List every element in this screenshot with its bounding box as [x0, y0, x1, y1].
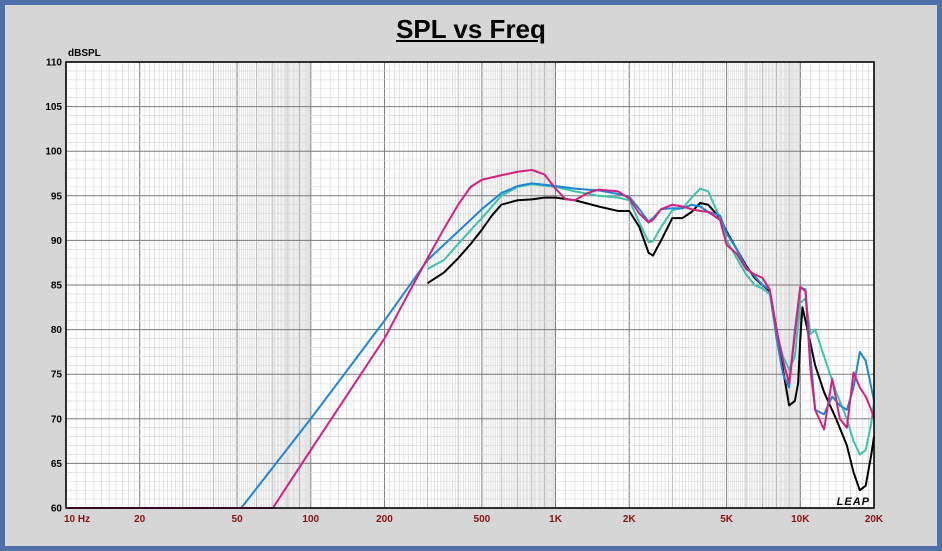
- x-tick-labels: 10 Hz 20 50 100 200 500 1K 2K 5K 10K 20K: [64, 514, 884, 525]
- y-tick-label: 95: [51, 191, 63, 202]
- x-tick-label: 20: [134, 514, 146, 525]
- y-tick-label: 85: [51, 281, 63, 292]
- x-tick-label: 10 Hz: [64, 514, 90, 525]
- y-tick-label: 70: [51, 414, 63, 425]
- y-tick-label: 60: [51, 504, 63, 515]
- x-tick-label: 1K: [549, 514, 563, 525]
- y-tick-label: 100: [45, 147, 62, 158]
- x-tick-label: 5K: [720, 514, 734, 525]
- y-tick-label: 80: [51, 325, 63, 336]
- chart-title: SPL vs Freq: [396, 14, 546, 44]
- y-tick-label: 110: [46, 58, 63, 69]
- plot-border: [65, 61, 875, 509]
- series-group: [66, 168, 875, 509]
- y-tick-label: 75: [51, 370, 63, 381]
- x-tick-label: 100: [302, 514, 319, 525]
- leap-watermark: LEAP: [837, 496, 870, 508]
- x-tick-label: 10K: [791, 514, 810, 525]
- x-tick-label: 200: [376, 514, 393, 525]
- x-tick-label: 50: [232, 514, 244, 525]
- y-axis-label: dBSPL: [68, 48, 101, 59]
- y-tick-labels: 110 105 100 95 90 85 80 75 70 65 60: [45, 58, 62, 515]
- y-tick-label: 65: [51, 459, 63, 470]
- x-tick-label: 20K: [865, 514, 884, 525]
- series-line-1: [427, 196, 875, 492]
- series-line-3: [66, 182, 875, 509]
- y-tick-label: 90: [51, 236, 63, 247]
- x-tick-label: 2K: [623, 514, 637, 525]
- grid: [66, 61, 874, 509]
- y-tick-label: 105: [45, 102, 62, 113]
- x-tick-label: 500: [474, 514, 491, 525]
- series-line-4: [66, 168, 875, 509]
